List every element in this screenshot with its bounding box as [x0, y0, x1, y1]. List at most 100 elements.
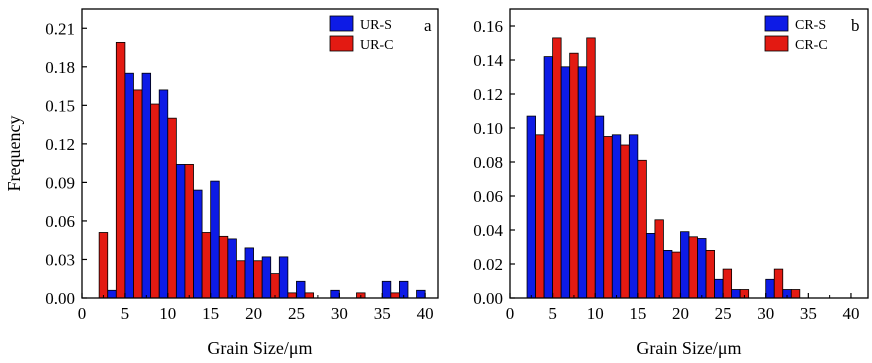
- bar-cr-c: [790, 289, 801, 299]
- x-tick-label: 40: [417, 304, 434, 323]
- bar-ur-c: [98, 232, 109, 299]
- panel-letter: a: [424, 16, 432, 35]
- chart-panel-b: 0 5 10 15 20 25 30 35 40 0.00 0.02 0.04 0.06 0.08 0.10…: [473, 8, 869, 358]
- y-tick-label: 0.14: [473, 51, 503, 70]
- legend-label: CR-S: [795, 18, 826, 33]
- bar-ur-s: [124, 72, 134, 299]
- y-tick-label: 0.04: [473, 221, 503, 240]
- x-tick-label: 5: [121, 304, 130, 323]
- x-tick-label: 20: [245, 304, 262, 323]
- panel-letter: b: [851, 16, 860, 35]
- bar-ur-c: [236, 260, 246, 299]
- x-tick-label: 10: [587, 304, 604, 323]
- bar-cr-c: [773, 268, 784, 299]
- legend-label: UR-C: [360, 38, 393, 53]
- bar-cr-s: [697, 238, 707, 299]
- x-tick-label: 35: [374, 304, 391, 323]
- bar-ur-s: [107, 289, 117, 299]
- bar-ur-c: [390, 292, 400, 299]
- y-tick-label: 0.00: [473, 289, 503, 308]
- bar-cr-s: [663, 249, 673, 299]
- bar-cr-s: [543, 56, 554, 299]
- chart-panel-a: 0 5 10 15 20 25 30 35 40 0.00 0.03 0.06 0.09 0.12 0.15…: [4, 8, 439, 358]
- y-tick-label: 0.08: [473, 153, 503, 172]
- bar-cr-c: [722, 268, 733, 299]
- bar-ur-c: [218, 235, 229, 299]
- bar-cr-s: [577, 66, 588, 299]
- bar-cr-s: [594, 115, 605, 299]
- bar-ur-c: [270, 273, 280, 299]
- x-tick-label: 40: [842, 304, 859, 323]
- x-tick-label: 10: [159, 304, 176, 323]
- x-tick-label: 0: [78, 304, 87, 323]
- bar-ur-c: [133, 89, 143, 299]
- legend-swatch: [329, 15, 354, 32]
- bar-cr-c: [569, 52, 579, 299]
- y-tick-label: 0.12: [45, 135, 75, 154]
- bar-cr-s: [526, 115, 536, 299]
- bar-ur-s: [296, 280, 306, 299]
- bar-ur-s: [416, 289, 426, 299]
- x-tick-label: 5: [548, 304, 557, 323]
- bar-ur-s: [227, 238, 237, 299]
- bar-ur-s: [381, 280, 392, 299]
- bar-ur-c: [287, 292, 297, 299]
- bar-cr-s: [765, 278, 775, 299]
- y-tick-label: 0.09: [45, 173, 75, 192]
- x-tick-label: 25: [715, 304, 732, 323]
- bar-ur-c: [167, 117, 177, 299]
- bar-ur-c: [201, 232, 212, 299]
- bar-cr-s: [628, 134, 639, 299]
- bar-ur-s: [141, 72, 152, 299]
- bar-ur-c: [150, 103, 160, 299]
- legend-swatch: [764, 35, 789, 52]
- y-tick-label: 0.12: [473, 85, 503, 104]
- y-axis-label: Frequency: [4, 116, 24, 192]
- legend-label: CR-C: [795, 38, 828, 53]
- legend-swatch: [764, 15, 789, 32]
- x-tick-label: 35: [800, 304, 817, 323]
- bar-cr-c: [620, 144, 630, 299]
- bar-ur-c: [304, 292, 315, 299]
- legend-label: UR-S: [360, 18, 392, 33]
- bar-ur-s: [193, 189, 203, 299]
- bar-ur-s: [261, 256, 272, 299]
- x-tick-label: 20: [672, 304, 689, 323]
- bar-cr-c: [688, 236, 698, 299]
- y-tick-label: 0.06: [473, 187, 503, 206]
- legend-swatch: [329, 35, 354, 52]
- x-axis-label: Grain Size/μm: [207, 338, 312, 358]
- bar-cr-c: [603, 136, 613, 299]
- bar-cr-s: [560, 66, 571, 299]
- y-tick-label: 0.21: [45, 19, 75, 38]
- x-axis-label: Grain Size/μm: [636, 338, 741, 358]
- x-tick-label: 30: [757, 304, 774, 323]
- x-tick-label: 15: [202, 304, 219, 323]
- y-tick-label: 0.10: [473, 119, 503, 138]
- plot-frame: [81, 8, 439, 299]
- bar-ur-s: [175, 164, 186, 299]
- x-tick-label: 0: [506, 304, 515, 323]
- bar-cr-c: [552, 37, 562, 299]
- bar-cr-c: [671, 251, 681, 299]
- bar-cr-s: [680, 231, 690, 299]
- bar-cr-c: [705, 249, 715, 299]
- bar-cr-s: [731, 289, 741, 299]
- bar-ur-c: [184, 164, 194, 299]
- bar-ur-c: [253, 260, 263, 299]
- y-tick-label: 0.18: [45, 58, 75, 77]
- y-tick-label: 0.00: [45, 289, 75, 308]
- y-tick-label: 0.02: [473, 255, 503, 274]
- bar-cr-c: [586, 37, 596, 299]
- bar-ur-s: [278, 256, 289, 299]
- bar-cr-c: [654, 219, 664, 299]
- bar-ur-s: [158, 89, 169, 299]
- bar-ur-c: [115, 41, 126, 299]
- bar-ur-s: [330, 289, 340, 299]
- y-tick-label: 0.15: [45, 96, 75, 115]
- bar-ur-s: [244, 247, 254, 299]
- bar-cr-s: [714, 278, 724, 299]
- plot-frame: [509, 8, 869, 299]
- y-tick-label: 0.03: [45, 250, 75, 269]
